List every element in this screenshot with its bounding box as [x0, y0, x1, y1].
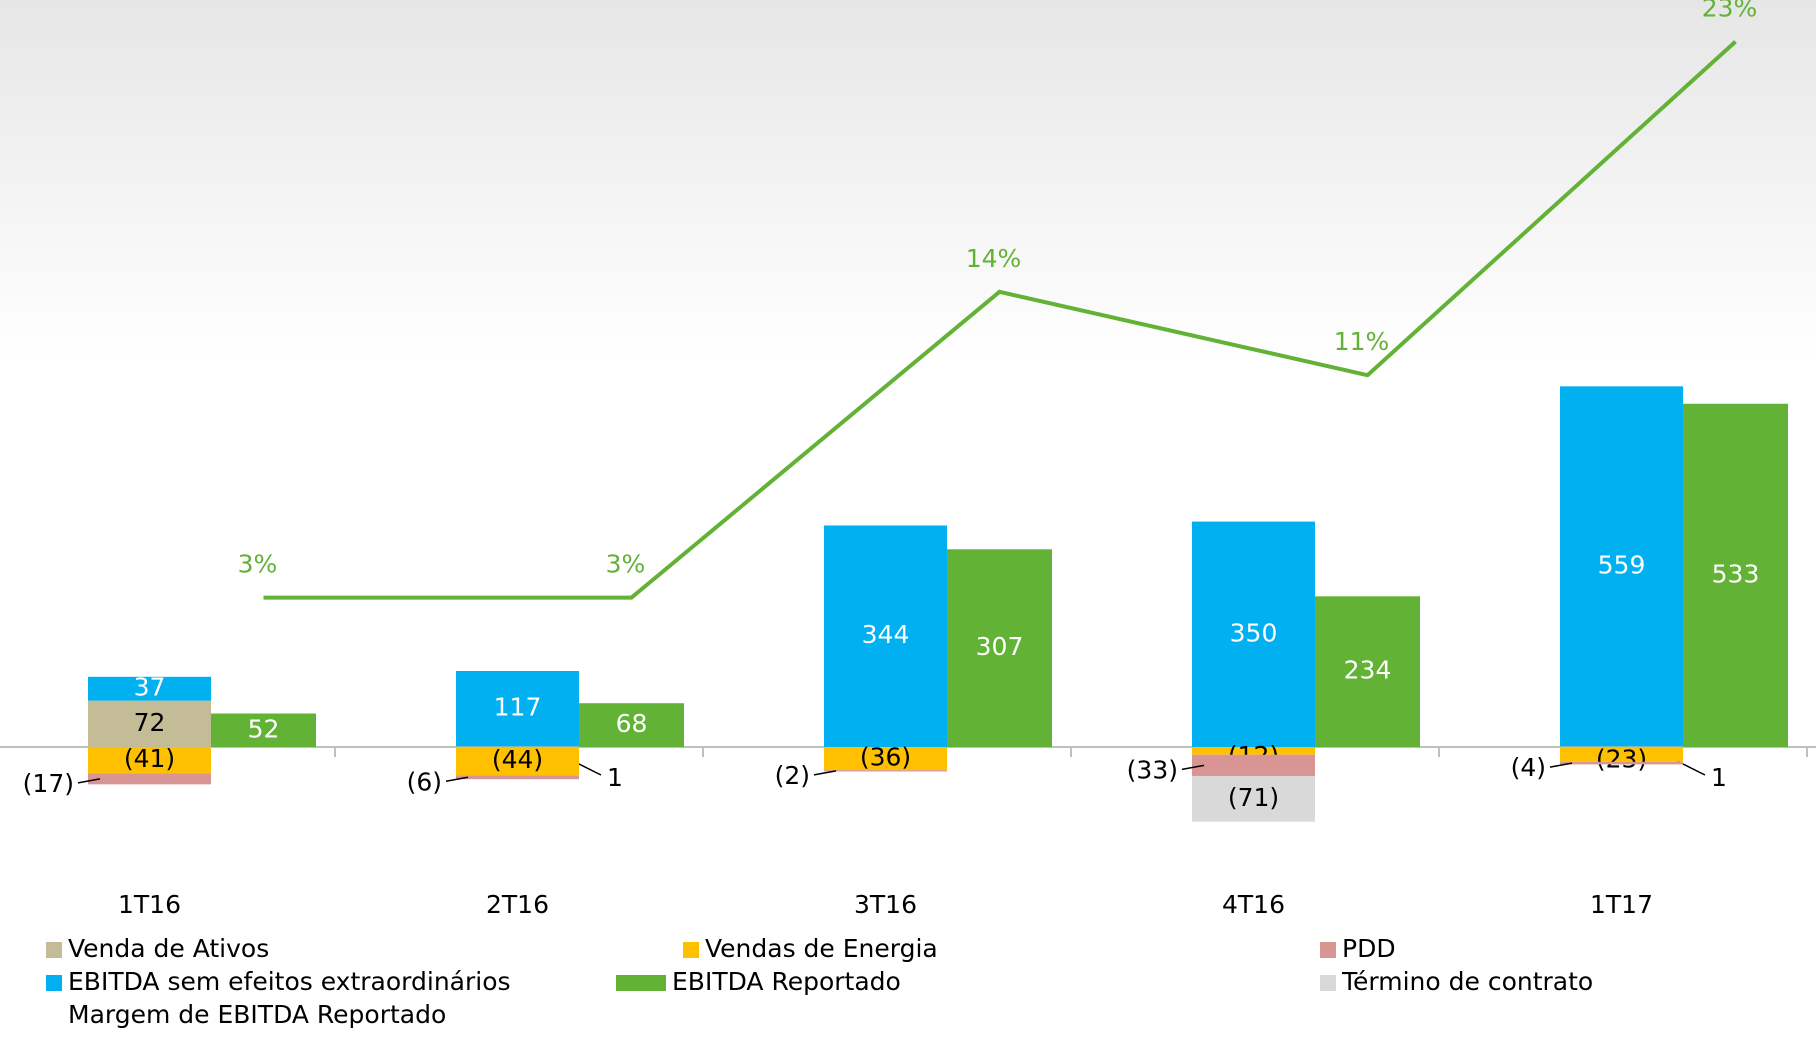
bar-segment [88, 700, 211, 747]
data-label: 52 [248, 714, 280, 743]
bar-segment [456, 747, 579, 776]
bar-segment [1560, 746, 1683, 747]
data-label: 1 [1711, 763, 1727, 792]
bar-segment [824, 770, 947, 772]
leader-line [813, 770, 837, 776]
bar [1315, 596, 1420, 747]
legend-label: Venda de Ativos [68, 934, 269, 963]
bar-segment [456, 671, 579, 747]
data-label: 234 [1344, 656, 1392, 685]
bar-segment [1560, 747, 1683, 762]
data-label: (6) [407, 767, 442, 796]
data-label: (41) [124, 744, 175, 773]
line-label: 3% [238, 550, 278, 579]
legend-label: EBITDA Reportado [672, 967, 901, 996]
leader-line [1181, 764, 1205, 771]
legend-swatch [1320, 975, 1336, 991]
data-label: 72 [134, 708, 166, 737]
bar-segment [1192, 521, 1315, 747]
bar-segment [88, 747, 211, 774]
line-label: 3% [606, 550, 646, 579]
data-label: (36) [860, 743, 911, 772]
bar-segment [88, 773, 211, 785]
data-label: 68 [616, 709, 648, 738]
data-label: (4) [1511, 753, 1546, 782]
data-label: 350 [1230, 618, 1278, 647]
line-label: 11% [1334, 327, 1390, 356]
data-label: (33) [1127, 755, 1178, 784]
x-tick-label: 2T16 [486, 890, 549, 919]
bar-segment [1560, 761, 1683, 765]
line [263, 40, 1737, 600]
data-label: 307 [976, 632, 1024, 661]
bar [579, 703, 684, 747]
legend-swatch [1320, 942, 1336, 958]
data-label: (44) [492, 745, 543, 774]
legend-swatch [616, 975, 666, 991]
data-label: (17) [23, 769, 74, 798]
bar-segment [1192, 775, 1315, 822]
legend-swatch [46, 975, 62, 991]
x-tick-label: 3T16 [854, 890, 917, 919]
data-label: 533 [1712, 559, 1760, 588]
x-tick-label: 1T16 [118, 890, 181, 919]
bar-segment [824, 747, 947, 771]
data-label: (71) [1228, 783, 1279, 812]
x-tick-label: 4T16 [1222, 890, 1285, 919]
bar-segment [1560, 386, 1683, 747]
data-label: 1 [607, 763, 623, 792]
legend-label: Vendas de Energia [705, 934, 938, 963]
bar-segment [1192, 754, 1315, 776]
legend-swatch [46, 942, 62, 958]
x-tick-label: 1T17 [1590, 890, 1653, 919]
data-label: (2) [775, 761, 810, 790]
bar [1683, 403, 1788, 747]
bar-segment [456, 746, 579, 747]
data-label: 37 [134, 673, 166, 702]
leader-line [1549, 762, 1573, 768]
line-label: 23% [1702, 0, 1758, 23]
legend-label: EBITDA sem efeitos extraordinários [68, 967, 511, 996]
legend-label: Término de contrato [1341, 967, 1593, 996]
bar [211, 713, 316, 747]
bar-segment [824, 525, 947, 747]
data-label: 559 [1598, 550, 1646, 579]
data-label: 344 [862, 620, 910, 649]
leader-line [445, 776, 469, 783]
data-label: 117 [494, 693, 542, 722]
bar-segment [456, 775, 579, 780]
leader-line [77, 778, 101, 784]
legend-label: PDD [1342, 934, 1396, 963]
legend-swatch [683, 942, 699, 958]
bar-segment [1192, 747, 1315, 755]
bar [947, 549, 1052, 747]
line-label: 14% [966, 244, 1022, 273]
legend-label: Margem de EBITDA Reportado [68, 1000, 446, 1029]
bar-segment [88, 676, 211, 701]
data-label: (23) [1596, 744, 1647, 773]
